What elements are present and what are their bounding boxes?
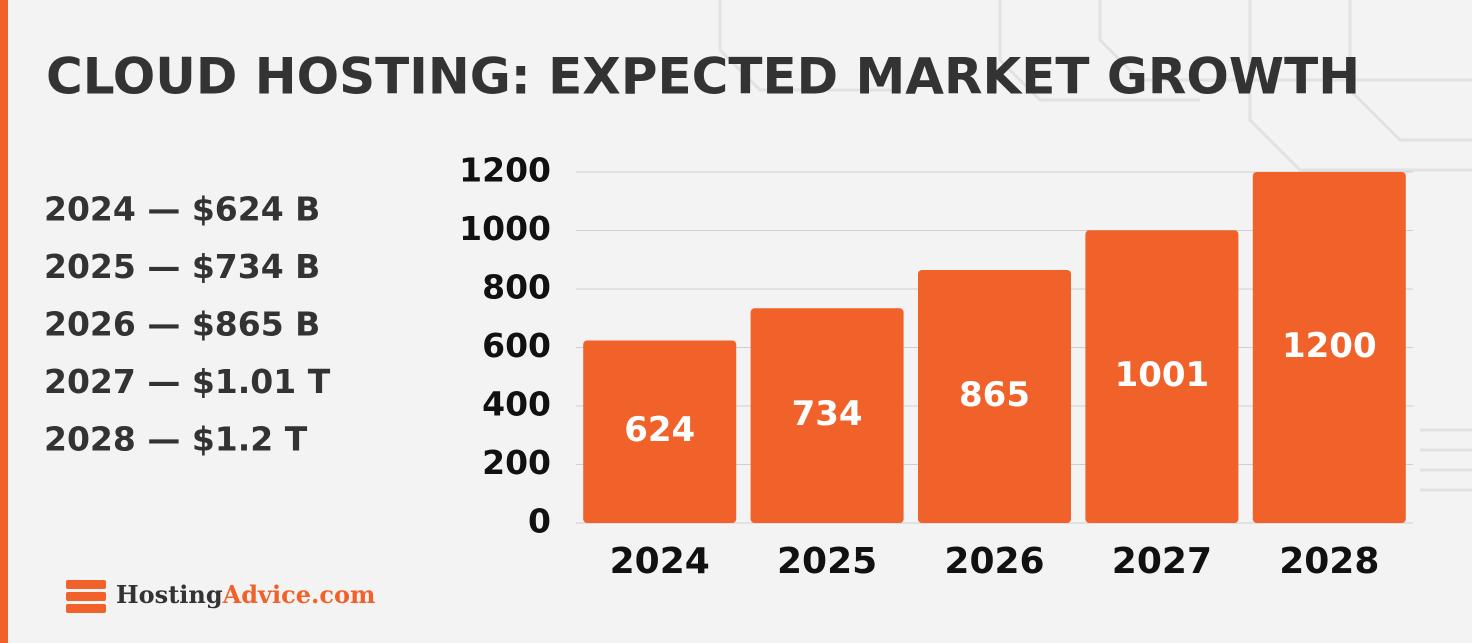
brand-logo: HostingAdvice.com <box>66 580 375 613</box>
y-tick-label: 0 <box>528 502 551 541</box>
bar <box>1085 230 1239 523</box>
brand-name: Hosting <box>116 580 223 609</box>
highlight: 2024 — $624 B <box>44 190 320 229</box>
bar <box>750 308 904 523</box>
y-tick-label: 400 <box>482 385 551 424</box>
value-label: 1001 <box>1115 355 1210 395</box>
bar <box>917 269 1072 523</box>
y-tick-label: 200 <box>482 443 551 482</box>
value-label: 1200 <box>1282 326 1377 366</box>
value-label: 865 <box>959 375 1030 415</box>
bar <box>583 340 737 523</box>
bar <box>1252 172 1406 523</box>
highlight: 2025 — $734 B <box>44 247 320 286</box>
circuit-decoration <box>718 0 1472 492</box>
highlight: 2026 — $865 B <box>44 305 320 344</box>
x-tick-label: 2026 <box>944 541 1044 582</box>
brand-suffix: Advice.com <box>222 580 376 609</box>
brand-text: HostingAdvice.com <box>116 580 375 609</box>
x-tick-label: 2028 <box>1279 541 1379 582</box>
logo-icon <box>66 580 106 589</box>
x-tick-label: 2027 <box>1112 541 1212 582</box>
logo-icon <box>66 604 106 613</box>
logo-icon <box>66 592 106 601</box>
value-label: 624 <box>624 410 695 450</box>
y-tick-label: 800 <box>482 268 551 307</box>
y-tick-label: 1000 <box>459 209 551 248</box>
value-label: 734 <box>792 394 863 434</box>
x-tick-label: 2024 <box>610 541 710 582</box>
accent-stripe <box>0 0 8 643</box>
x-tick-label: 2025 <box>777 541 877 582</box>
y-tick-label: 1200 <box>459 151 551 190</box>
y-tick-label: 600 <box>482 326 551 365</box>
highlight: 2028 — $1.2 T <box>44 420 308 459</box>
highlight: 2027 — $1.01 T <box>44 362 331 401</box>
title: CLOUD HOSTING: EXPECTED MARKET GROWTH <box>46 48 1360 106</box>
